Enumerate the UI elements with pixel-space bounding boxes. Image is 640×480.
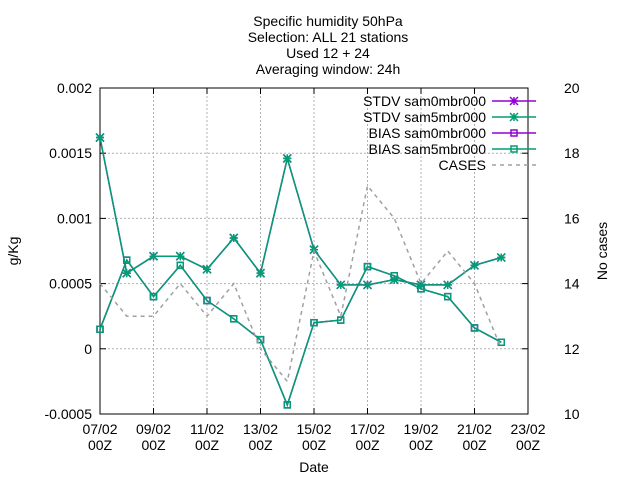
x-tick-label: 15/02 bbox=[296, 421, 331, 437]
y-axis-label: g/Kg bbox=[5, 237, 21, 266]
data-point bbox=[230, 315, 238, 323]
data-point bbox=[310, 318, 318, 327]
series-line bbox=[99, 184, 502, 384]
y2-tick-label: 10 bbox=[564, 406, 580, 422]
y-tick-label: 0.001 bbox=[57, 210, 92, 226]
x-tick-label: 00Z bbox=[355, 437, 380, 453]
series-line bbox=[99, 258, 502, 408]
data-point bbox=[202, 264, 212, 274]
x-tick-label: 00Z bbox=[462, 437, 487, 453]
data-point bbox=[417, 285, 425, 293]
data-point bbox=[95, 133, 105, 143]
x-tick-label: 09/02 bbox=[136, 421, 171, 437]
series bbox=[95, 133, 506, 409]
chart-title-line: Specific humidity 50hPa bbox=[253, 13, 403, 29]
legend-marker bbox=[510, 145, 518, 153]
data-point bbox=[470, 324, 479, 332]
y-axis-ticks: -0.0005 0 0.0005 0.001 0.0015 0.002 bbox=[45, 80, 528, 422]
data-point bbox=[148, 251, 159, 261]
legend-label: BIAS sam0mbr000 bbox=[369, 125, 487, 141]
data-point bbox=[176, 261, 184, 270]
legend-item: STDV sam5mbr000 bbox=[363, 109, 536, 125]
data-point bbox=[337, 316, 345, 324]
y-tick-label: 0.002 bbox=[57, 80, 92, 96]
x-tick-label: 00Z bbox=[88, 437, 113, 453]
x-tick-label: 00Z bbox=[141, 437, 166, 453]
data-point bbox=[336, 280, 346, 290]
data-point bbox=[255, 268, 266, 278]
x-tick-label: 00Z bbox=[248, 437, 273, 453]
legend-item: BIAS sam0mbr000 bbox=[369, 125, 536, 141]
legend-item: STDV sam0mbr000 bbox=[363, 93, 536, 109]
x-tick-label: 19/02 bbox=[403, 421, 438, 437]
y2-tick-label: 12 bbox=[564, 341, 580, 357]
legend-label: BIAS sam5mbr000 bbox=[369, 141, 487, 157]
x-tick-label: 11/02 bbox=[190, 421, 224, 437]
legend-marker bbox=[509, 96, 519, 106]
data-point bbox=[390, 272, 398, 280]
x-axis-label: Date bbox=[299, 459, 329, 475]
series-cases bbox=[99, 184, 502, 384]
data-point bbox=[175, 251, 185, 261]
data-point bbox=[496, 252, 506, 263]
legend-label: STDV sam0mbr000 bbox=[363, 93, 486, 109]
legend-label: CASES bbox=[439, 157, 486, 173]
x-tick-label: 23/02 bbox=[510, 421, 545, 437]
data-point bbox=[122, 268, 132, 278]
data-point bbox=[389, 275, 399, 285]
data-point bbox=[469, 260, 480, 270]
data-point bbox=[282, 153, 292, 163]
y-tick-label: 0 bbox=[84, 341, 92, 357]
series-bias-sam0mbr000 bbox=[96, 256, 505, 409]
y2-tick-label: 16 bbox=[564, 210, 580, 226]
y2-axis-label: No cases bbox=[594, 222, 610, 280]
x-tick-label: 00Z bbox=[302, 437, 327, 453]
y2-tick-label: 20 bbox=[564, 80, 580, 96]
x-tick-label: 13/02 bbox=[243, 421, 278, 437]
legend-marker bbox=[509, 112, 519, 122]
chart-title-line: Selection: ALL 21 stations bbox=[248, 29, 409, 45]
data-point bbox=[443, 280, 453, 290]
x-tick-label: 00Z bbox=[195, 437, 220, 453]
data-point bbox=[229, 233, 239, 243]
data-point bbox=[203, 296, 211, 305]
data-point bbox=[283, 401, 291, 409]
data-point bbox=[363, 262, 372, 271]
data-point bbox=[96, 325, 104, 333]
x-tick-label: 21/02 bbox=[457, 421, 492, 437]
data-point bbox=[149, 292, 158, 301]
series-line bbox=[99, 137, 502, 286]
x-tick-label: 17/02 bbox=[350, 421, 385, 437]
data-point bbox=[444, 292, 452, 301]
y2-tick-label: 18 bbox=[564, 145, 580, 161]
y-tick-label: 0.0005 bbox=[49, 276, 92, 292]
legend-item: BIAS sam5mbr000 bbox=[369, 141, 536, 157]
y2-axis-ticks: 10 12 14 16 18 20 bbox=[564, 80, 580, 422]
y-tick-label: -0.0005 bbox=[45, 406, 93, 422]
legend-label: STDV sam5mbr000 bbox=[363, 109, 486, 125]
series-line bbox=[99, 258, 502, 408]
data-point bbox=[416, 280, 426, 290]
y2-tick-label: 14 bbox=[564, 276, 580, 292]
legend-marker bbox=[510, 129, 518, 137]
chart-title-line: Used 12 + 24 bbox=[286, 45, 370, 61]
data-point bbox=[123, 256, 131, 264]
x-tick-label: 07/02 bbox=[82, 421, 117, 437]
x-tick-label: 00Z bbox=[516, 437, 541, 453]
grid bbox=[100, 88, 528, 414]
legend-item: CASES bbox=[439, 157, 536, 173]
series-bias-sam5mbr000 bbox=[96, 256, 505, 409]
data-point bbox=[362, 280, 373, 290]
x-axis-ticks: 07/0200Z09/0200Z11/0200Z13/0200Z15/0200Z… bbox=[82, 88, 546, 453]
chart-title-line: Averaging window: 24h bbox=[256, 61, 401, 77]
series-stdv-sam5mbr000 bbox=[95, 133, 506, 290]
y-tick-label: 0.0015 bbox=[49, 145, 92, 161]
x-tick-label: 00Z bbox=[409, 437, 434, 453]
